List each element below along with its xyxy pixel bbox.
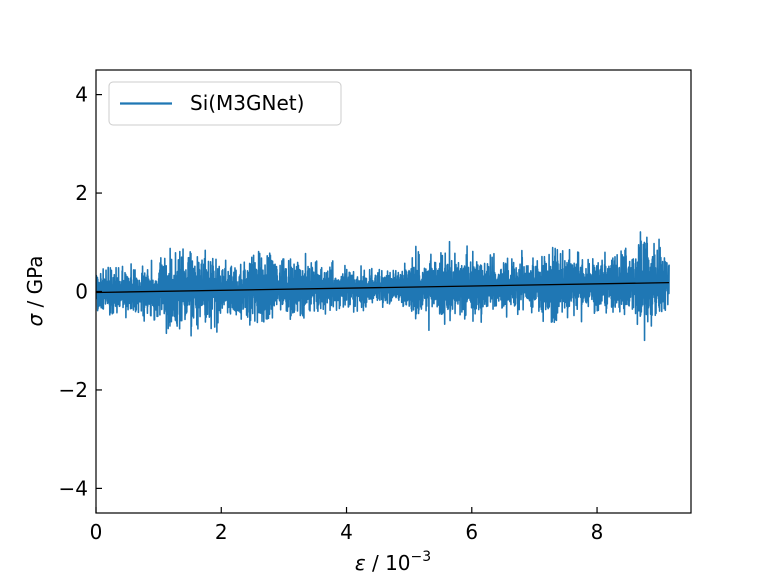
linear-fit-line	[96, 281, 670, 294]
fit-layer	[96, 281, 670, 294]
x-tick-label: 2	[215, 520, 228, 544]
y-tick-label: −4	[59, 476, 88, 500]
y-axis-unit: / GPa	[23, 255, 47, 313]
x-tick-label: 8	[591, 520, 604, 544]
tick-layer: 0 2 4 6 8 −4 −2 0 2 4	[59, 83, 604, 544]
x-tick-label: 0	[90, 520, 103, 544]
y-tick-label: 4	[75, 83, 88, 107]
legend-label: Si(M3GNet)	[190, 91, 304, 115]
x-axis-exponent: −3	[411, 549, 432, 565]
series-line-si-m3gnet	[96, 231, 670, 342]
x-axis-symbol: ε	[355, 551, 366, 575]
y-axis-label: σ / GPa	[23, 255, 47, 326]
x-axis-label: ε / 10−3	[355, 549, 431, 575]
x-axis-unit: / 10	[366, 551, 411, 575]
legend: Si(M3GNet)	[108, 81, 342, 126]
y-tick-label: −2	[59, 378, 88, 402]
x-tick-label: 6	[465, 520, 478, 544]
x-tick-label: 4	[340, 520, 353, 544]
y-axis-symbol: σ	[23, 313, 47, 327]
y-tick-label: 2	[75, 181, 88, 205]
legend-box	[108, 81, 342, 126]
y-tick-label: 0	[75, 280, 88, 304]
plot-data-layer	[96, 231, 670, 342]
